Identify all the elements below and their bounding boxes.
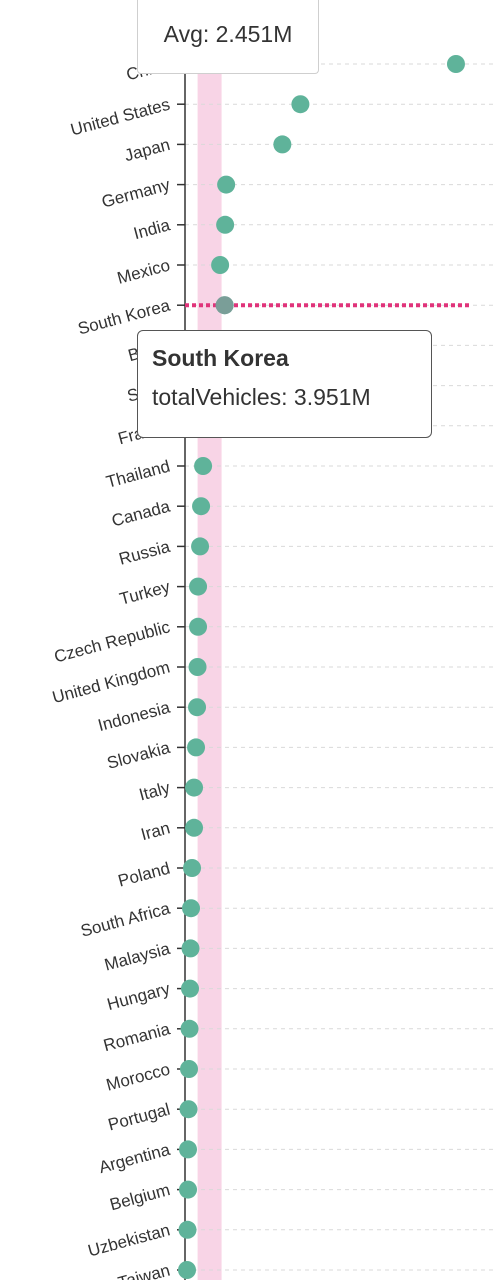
tooltip-title: South Korea [152,345,289,371]
data-point [183,859,202,877]
data-point [179,1100,198,1119]
y-tick-label: Belgium [108,1180,172,1214]
y-tick-label: Uzbekistan [86,1220,172,1260]
data-point [179,1140,198,1159]
tooltip: South Korea totalVehicles: 3.951M [137,330,432,438]
y-tick-label: Italy [137,778,173,805]
y-tick-label: Malaysia [102,939,172,975]
y-tick-label: Russia [117,537,173,569]
data-point [446,55,465,73]
y-tick-label: Japan [122,135,172,165]
y-tick-label: Argentina [97,1140,173,1177]
y-tick-label: United States [69,95,173,140]
y-tick-label: Czech Republic [52,617,172,666]
average-band [197,0,222,1280]
y-tick-label: Romania [101,1019,172,1055]
y-tick-label: Taiwan [116,1261,172,1280]
data-point [179,1180,198,1199]
data-point [216,215,235,234]
y-tick-label: Portugal [106,1100,172,1135]
data-point [191,537,210,556]
y-tick-label: United Kingdom [50,658,172,708]
data-point [291,95,310,114]
data-point [192,497,211,516]
y-tick-label: Slovakia [105,738,173,773]
data-point [181,979,200,998]
y-tick-label: India [131,215,172,243]
y-tick-label: Iran [139,818,172,844]
data-point [182,899,201,918]
data-point [189,577,208,596]
y-tick-label: Morocco [104,1060,172,1095]
average-label-text: Avg: 2.451M [163,21,293,47]
data-point [188,698,207,717]
data-point [273,135,292,154]
data-point [187,738,206,757]
data-point [189,617,208,636]
y-tick-label: Thailand [104,457,172,492]
data-point [188,658,207,676]
data-point [185,818,204,837]
y-tick-label: Hungary [105,979,172,1014]
data-point [217,175,236,194]
data-point [180,1060,199,1078]
data-point [194,457,213,475]
y-tick-label: Poland [116,859,172,891]
average-label: Avg: 2.451M [137,0,319,74]
y-tick-label: Germany [100,175,173,212]
data-point-highlighted [215,296,234,315]
data-point [211,256,230,274]
data-point [185,778,204,797]
data-point [181,939,200,958]
y-tick-label: Mexico [115,256,172,288]
tooltip-value: totalVehicles: 3.951M [152,384,371,410]
y-tick-label: Turkey [118,577,173,609]
data-point [180,1019,199,1038]
y-tick-label: South Africa [79,899,173,941]
data-point [178,1220,197,1239]
y-tick-label: Canada [110,497,173,531]
y-tick-label: Indonesia [96,698,173,736]
data-point [178,1261,197,1279]
